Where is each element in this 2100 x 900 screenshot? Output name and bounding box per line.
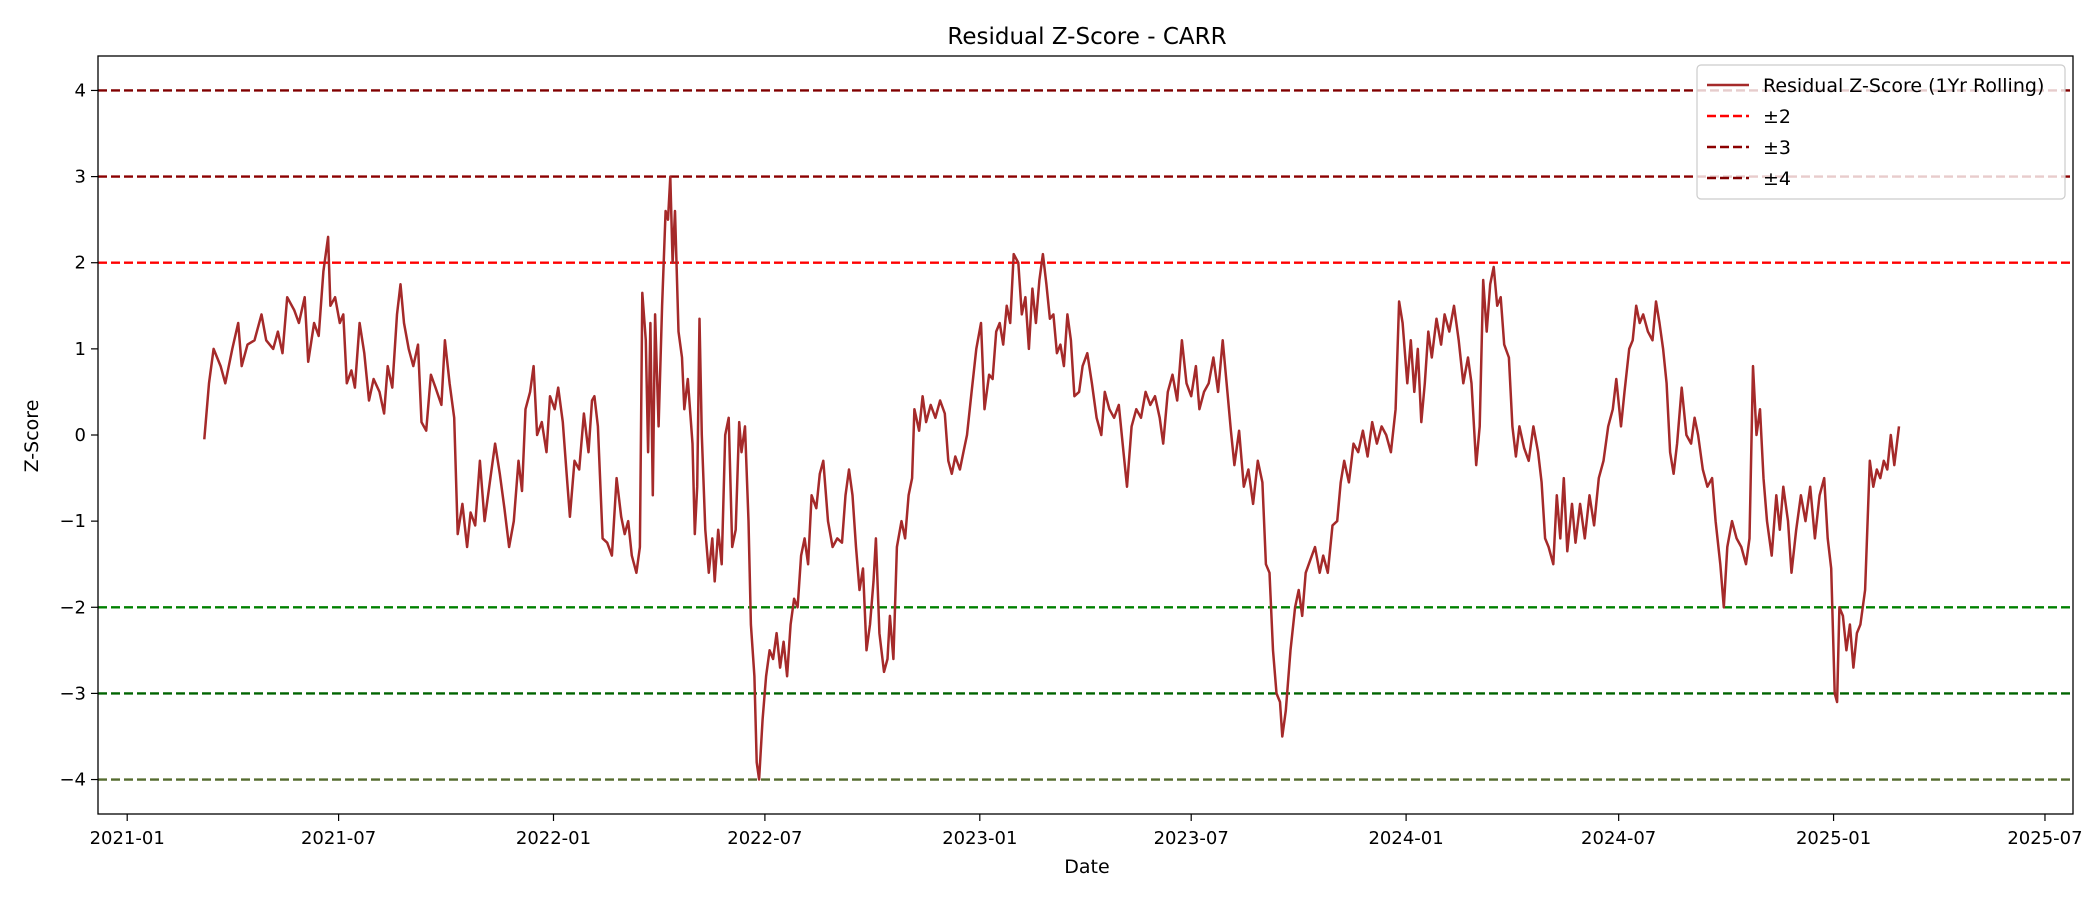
y-tick-label: 3 — [75, 167, 86, 188]
x-axis-title: Date — [1064, 856, 1109, 878]
legend-label: ±2 — [1763, 106, 1791, 128]
x-tick-label: 2023-07 — [1154, 828, 1229, 849]
x-tick-label: 2025-01 — [1796, 828, 1871, 849]
x-tick-label: 2024-01 — [1368, 828, 1443, 849]
y-tick-label: −2 — [59, 597, 86, 618]
series-layer — [203, 175, 1901, 781]
y-tick-label: −3 — [59, 683, 86, 704]
series-line — [203, 175, 1901, 781]
y-axis-title: Z-Score — [21, 400, 43, 473]
x-axis: 2021-01 2021-07 2022-01 2022-07 2023-01 2023-… — [90, 814, 2083, 849]
x-tick-label: 2022-07 — [727, 828, 802, 849]
x-tick-label: 2021-07 — [301, 828, 376, 849]
x-tick-label: 2024-07 — [1581, 828, 1656, 849]
chart-title: Residual Z-Score - CARR — [947, 24, 1226, 50]
y-axis: −4 −3 −2 −1 0 1 2 3 4 — [59, 80, 98, 791]
y-tick-label: 0 — [75, 425, 86, 446]
legend-label: Residual Z-Score (1Yr Rolling) — [1763, 75, 2044, 97]
legend: Residual Z-Score (1Yr Rolling) ±2 ±3 ±4 — [1696, 64, 2066, 200]
legend-box — [1696, 64, 2066, 200]
x-tick-label: 2021-01 — [90, 828, 165, 849]
y-tick-label: 1 — [75, 339, 86, 360]
x-tick-label: 2025-07 — [2007, 828, 2082, 849]
y-tick-label: 4 — [75, 80, 86, 101]
y-tick-label: 2 — [75, 253, 86, 274]
x-tick-label: 2022-01 — [516, 828, 591, 849]
y-tick-label: −4 — [59, 770, 86, 791]
y-tick-label: −1 — [59, 511, 86, 532]
legend-label: ±4 — [1763, 168, 1791, 190]
x-tick-label: 2023-01 — [942, 828, 1017, 849]
legend-label: ±3 — [1763, 137, 1791, 159]
